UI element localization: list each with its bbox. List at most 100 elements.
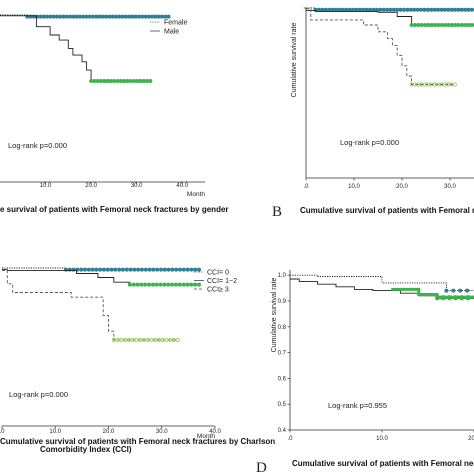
- censor-mark: [378, 7, 383, 12]
- censor-mark: [122, 78, 127, 83]
- censor-mark: [340, 7, 345, 12]
- censor-mark: [388, 7, 393, 12]
- x-axis-label: Month: [187, 191, 205, 198]
- censor-mark: [463, 7, 468, 12]
- censor-mark: [149, 337, 154, 342]
- censor-mark: [453, 295, 458, 300]
- censor-mark: [84, 14, 89, 19]
- legend-label: Female: [164, 20, 187, 27]
- censor-mark: [91, 14, 96, 19]
- censor-mark: [395, 7, 400, 12]
- censor-mark: [412, 23, 417, 27]
- censor-mark: [442, 7, 447, 12]
- censor-mark: [139, 267, 144, 272]
- x-tick-label: 20.0: [103, 429, 115, 435]
- censor-mark: [381, 7, 386, 12]
- censor-mark: [118, 78, 123, 83]
- censor-mark: [71, 14, 76, 19]
- censor-mark: [115, 78, 120, 83]
- censor-mark: [465, 295, 470, 300]
- series-line-2: [2, 269, 199, 286]
- censor-mark: [147, 267, 152, 272]
- censor-mark: [193, 282, 198, 287]
- censor-mark: [139, 282, 144, 287]
- censor-mark: [150, 14, 155, 19]
- censor-mark: [141, 78, 146, 83]
- censor-mark: [170, 267, 175, 272]
- censor-mark: [100, 14, 105, 19]
- censor-mark: [463, 23, 468, 27]
- censor-mark: [115, 337, 120, 342]
- censor-mark: [117, 14, 122, 19]
- logrank-annotation: Log-rank p=0.000: [9, 390, 68, 399]
- x-tick-label: 40.0: [176, 183, 188, 189]
- censor-mark: [155, 267, 160, 272]
- censor-mark: [123, 14, 128, 19]
- censor-mark: [415, 7, 420, 12]
- y-tick-label: 0.9: [278, 299, 287, 305]
- censor-mark: [159, 14, 164, 19]
- censor-mark: [108, 78, 113, 83]
- censor-mark: [123, 337, 128, 342]
- censor-mark: [128, 267, 133, 272]
- panel-letter: B: [272, 204, 282, 220]
- panel-letter: D: [256, 460, 267, 474]
- censor-mark: [320, 7, 325, 12]
- censor-mark: [58, 14, 63, 19]
- series-line-3: [306, 8, 455, 85]
- censor-mark: [374, 7, 379, 12]
- y-tick-label: 0.4: [278, 428, 287, 434]
- censor-mark: [143, 14, 148, 19]
- censor-mark: [364, 7, 369, 12]
- censor-mark: [120, 14, 125, 19]
- censor-mark: [189, 267, 194, 272]
- y-axis-label: Cumulative survival rate: [291, 23, 298, 98]
- censor-mark: [162, 282, 167, 287]
- censor-mark: [148, 78, 153, 83]
- censor-mark: [130, 337, 135, 342]
- x-tick-label: .0: [0, 429, 5, 435]
- censor-mark: [158, 267, 163, 272]
- logrank-annotation: Log-rank p=0.000: [8, 141, 67, 150]
- censor-mark: [135, 78, 140, 83]
- censor-mark: [470, 7, 474, 12]
- censor-mark: [456, 7, 461, 12]
- chart-title-line2: Comorbidity Index (CCI): [40, 445, 132, 454]
- logrank-annotation: Log-rank p=0.955: [328, 401, 387, 410]
- censor-mark: [459, 7, 464, 12]
- censor-mark: [419, 7, 423, 12]
- censor-mark: [433, 23, 438, 27]
- censor-mark: [405, 7, 410, 12]
- censor-mark: [101, 267, 106, 272]
- censor-mark: [351, 7, 355, 12]
- censor-mark: [166, 14, 171, 19]
- chart-title: Cumulative survival of patients with Fem…: [0, 437, 275, 446]
- censor-mark: [120, 267, 125, 272]
- y-axis-label: Cumulative survival rate: [271, 278, 278, 353]
- censor-mark: [181, 267, 186, 272]
- censor-mark: [97, 14, 102, 19]
- censor-mark: [138, 337, 143, 342]
- censor-mark: [136, 267, 141, 272]
- censor-mark: [449, 7, 454, 12]
- x-tick-label: 30.0: [444, 184, 456, 190]
- censor-mark: [158, 282, 163, 287]
- censor-mark: [422, 7, 427, 12]
- censor-mark: [143, 267, 148, 272]
- censor-mark: [111, 337, 116, 342]
- censor-mark: [153, 14, 158, 19]
- censor-mark: [48, 14, 53, 19]
- censor-mark: [175, 337, 180, 342]
- censor-mark: [145, 78, 150, 83]
- censor-mark: [317, 7, 321, 12]
- censor-mark: [143, 282, 148, 287]
- censor-mark: [127, 14, 132, 19]
- censor-mark: [173, 282, 178, 287]
- censor-mark: [446, 23, 451, 27]
- censor-mark: [391, 7, 396, 12]
- censor-mark: [41, 14, 46, 19]
- censor-mark: [127, 282, 132, 287]
- censor-mark: [354, 7, 359, 12]
- censor-mark: [432, 7, 437, 12]
- censor-mark: [443, 23, 448, 27]
